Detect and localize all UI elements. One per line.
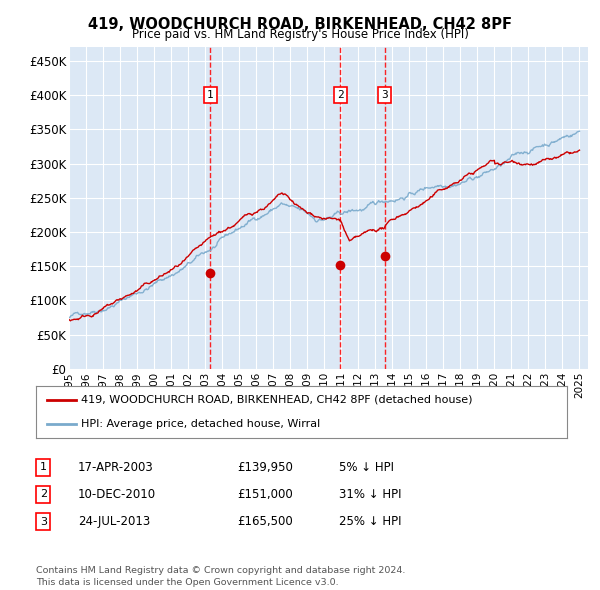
Text: HPI: Average price, detached house, Wirral: HPI: Average price, detached house, Wirr… [81, 419, 320, 429]
Text: 31% ↓ HPI: 31% ↓ HPI [339, 488, 401, 501]
Text: 419, WOODCHURCH ROAD, BIRKENHEAD, CH42 8PF: 419, WOODCHURCH ROAD, BIRKENHEAD, CH42 8… [88, 17, 512, 31]
Text: 2: 2 [40, 490, 47, 499]
Text: 10-DEC-2010: 10-DEC-2010 [78, 488, 156, 501]
Text: 3: 3 [40, 517, 47, 526]
Text: Contains HM Land Registry data © Crown copyright and database right 2024.
This d: Contains HM Land Registry data © Crown c… [36, 566, 406, 587]
Text: £151,000: £151,000 [237, 488, 293, 501]
Text: £139,950: £139,950 [237, 461, 293, 474]
Text: 1: 1 [206, 90, 214, 100]
Text: 17-APR-2003: 17-APR-2003 [78, 461, 154, 474]
Text: 25% ↓ HPI: 25% ↓ HPI [339, 515, 401, 528]
Text: £165,500: £165,500 [237, 515, 293, 528]
Text: Price paid vs. HM Land Registry's House Price Index (HPI): Price paid vs. HM Land Registry's House … [131, 28, 469, 41]
Text: 3: 3 [382, 90, 388, 100]
Text: 2: 2 [337, 90, 344, 100]
Text: 24-JUL-2013: 24-JUL-2013 [78, 515, 150, 528]
Text: 419, WOODCHURCH ROAD, BIRKENHEAD, CH42 8PF (detached house): 419, WOODCHURCH ROAD, BIRKENHEAD, CH42 8… [81, 395, 473, 405]
Text: 5% ↓ HPI: 5% ↓ HPI [339, 461, 394, 474]
Text: 1: 1 [40, 463, 47, 472]
